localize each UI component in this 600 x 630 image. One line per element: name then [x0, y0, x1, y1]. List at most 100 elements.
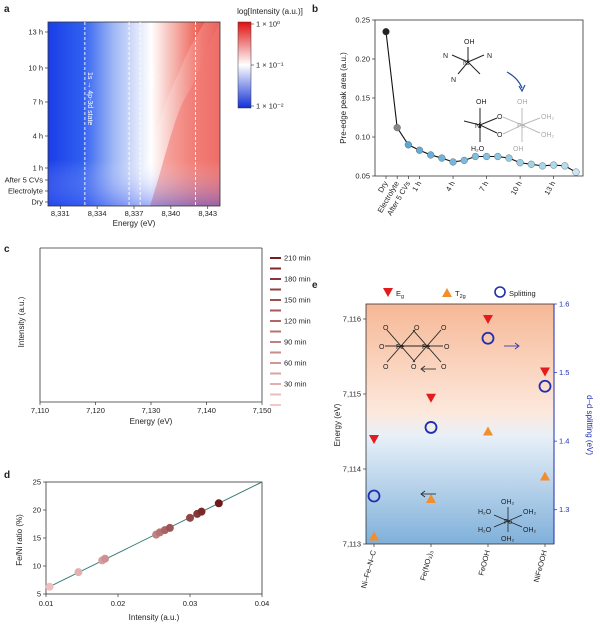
legend-label-t2g: T2g	[455, 289, 466, 300]
plot-e-eg-marker	[540, 367, 550, 377]
plot-b-point	[550, 161, 558, 169]
structure-label-oh-fe: OH	[517, 99, 528, 106]
plot-e-y-tick-label: 7,115	[343, 390, 361, 399]
plot-b-point	[471, 152, 480, 161]
plot-e-y2-label: d–d splitting (eV)	[585, 395, 594, 455]
plot-e-y2-tick-label: 1.4	[559, 437, 569, 446]
plot-c-legend-label: 210 min	[284, 254, 311, 263]
hexaaqua-iron-structure	[493, 507, 523, 532]
plot-e-t2g-marker	[483, 426, 493, 436]
dimer-label-o5: O	[444, 344, 450, 351]
plot-b-x-tick-label: 7 h	[477, 180, 490, 194]
plot-d-y-tick-label: 15	[33, 534, 41, 543]
heatmap-y-tick-label: 13 h	[28, 28, 43, 37]
plot-d-y-label: Fe/Ni ratio (%)	[15, 514, 24, 566]
plot-d-point	[165, 523, 174, 532]
plot-c-legend-label: 90 min	[284, 338, 307, 347]
plot-d-y-tick-label: 5	[37, 590, 41, 599]
heatmap-x-tick-label: 8,334	[88, 209, 107, 218]
plot-e-background	[366, 304, 554, 544]
plot-c-x-tick-label: 7,120	[86, 406, 105, 415]
plot-b-x-tick-label: 10 h	[509, 180, 524, 197]
reaction-arrow	[506, 71, 523, 89]
plot-e-x-ticks: Ni–Fe–N–C Fe(NO₃)₃ FeOOH NiFeOOH	[359, 544, 549, 589]
panel-letter-b: b	[312, 4, 318, 15]
plot-c-x-tick-label: 7,150	[253, 406, 272, 415]
plot-d-x-tick-label: 0.03	[183, 599, 198, 608]
aqua-label-left-top: H₂O	[478, 509, 492, 516]
plot-e-y2-tick-label: 1.3	[559, 505, 569, 514]
annotation-1s-4p3d: 1s → 4p-3d state	[86, 72, 93, 125]
heatmap-y-tick-label: 4 h	[33, 132, 43, 141]
structure-label-n1: N	[443, 53, 448, 60]
colorbar-tick-label: 1 × 10⁻¹	[256, 61, 284, 70]
plot-b-point	[572, 168, 580, 176]
heatmap-y-tick-label: 7 h	[33, 98, 43, 107]
heatmap-y-tick-label: 10 h	[28, 64, 43, 73]
plot-e-t2g-marker	[540, 471, 550, 481]
plot-e-y-tick-label: 7,113	[343, 540, 361, 549]
plot-d-x-tick-label: 0.04	[255, 599, 270, 608]
plot-e-splitting-marker	[424, 421, 438, 434]
structure-label-n2: N	[487, 53, 492, 60]
heatmap-y-tick-label: Dry	[31, 198, 43, 207]
panel-letter-c: c	[4, 244, 10, 255]
legend-label-eg: Eg	[396, 289, 404, 300]
plot-e-x-tick-label: Fe(NO₃)₃	[418, 549, 435, 581]
right-axis-arrow	[504, 342, 520, 350]
plot-d-x-label: Intensity (a.u.)	[129, 613, 180, 622]
plot-b-point	[427, 151, 435, 159]
plot-b-point	[415, 146, 424, 154]
plot-c-legend-label: 60 min	[284, 359, 307, 368]
legend-marker-splitting	[494, 286, 506, 298]
structure-label-o2: O	[497, 132, 503, 139]
colorbar-title: log[Intensity (a.u.)]	[237, 7, 303, 16]
plot-b-y-label: Pre-edge peak area (a.u.)	[339, 52, 348, 144]
heatmap-x-tick-label: 8,343	[198, 209, 217, 218]
legend-marker-t2g	[442, 288, 452, 297]
plot-e-series	[367, 315, 552, 541]
plot-e-y-tick-label: 7,116	[343, 315, 361, 324]
plot-d-point	[214, 499, 223, 508]
dimer-label-o2: O	[414, 325, 420, 332]
heatmap-y-tick-label: Electrolyte	[8, 187, 43, 196]
nickel-iron-complex-structure	[463, 108, 498, 142]
aqua-label-top: OH₂	[501, 499, 515, 506]
plot-b-series	[382, 28, 580, 176]
plot-e-y2-tick-label: 1.5	[559, 368, 569, 377]
heatmap-y-tick-label: 1 h	[33, 164, 43, 173]
plot-c-y-label: Intensity (a.u.)	[17, 296, 26, 347]
left-axis-arrows	[420, 365, 436, 498]
plot-c-legend-label: 180 min	[284, 275, 311, 284]
plot-e-splitting-marker	[367, 489, 381, 503]
plot-e-eg-marker	[483, 315, 493, 324]
annotation-mlet: MLET	[147, 68, 154, 87]
plot-e-x-tick-label: NiFeOOH	[532, 549, 549, 583]
plot-b-point	[527, 160, 535, 168]
nickel-complex-structure	[451, 47, 485, 75]
plot-b-point	[382, 28, 390, 36]
structure-label-ni-mid: Ni	[475, 123, 482, 130]
plot-d-y-tick-label: 25	[33, 478, 41, 487]
panel-c: Intensity (a.u.) Energy (eV) 7,110 7,120 7…	[17, 248, 311, 426]
plot-b-point	[393, 124, 401, 132]
plot-b-y-ticks: 0.05 0.10 0.15 0.20 0.25	[355, 16, 375, 181]
plot-b-y-tick-label: 0.10	[355, 133, 370, 142]
plot-b-point	[505, 154, 513, 162]
plot-c-x-label: Energy (eV)	[130, 417, 173, 426]
plot-e-eg-marker	[369, 435, 379, 444]
plot-b-y-tick-label: 0.05	[355, 172, 370, 181]
plot-d-point	[197, 507, 206, 516]
dimer-label-o8: O	[441, 364, 447, 371]
panel-letter-a: a	[4, 4, 10, 15]
dimer-label-o4: O	[379, 344, 385, 351]
structure-label-oh-bottom: OH	[513, 146, 524, 153]
plot-b-x-tick-label: 4 h	[444, 180, 457, 194]
dimer-label-fe1: Fe	[396, 344, 404, 351]
structure-label-o1: O	[497, 114, 503, 121]
plot-e-splitting-marker	[481, 331, 495, 345]
aqua-label-fe: Fe	[504, 519, 512, 526]
heatmap-dashed-lines	[84, 22, 196, 206]
aqua-label-bottom: OH₂	[501, 536, 515, 543]
